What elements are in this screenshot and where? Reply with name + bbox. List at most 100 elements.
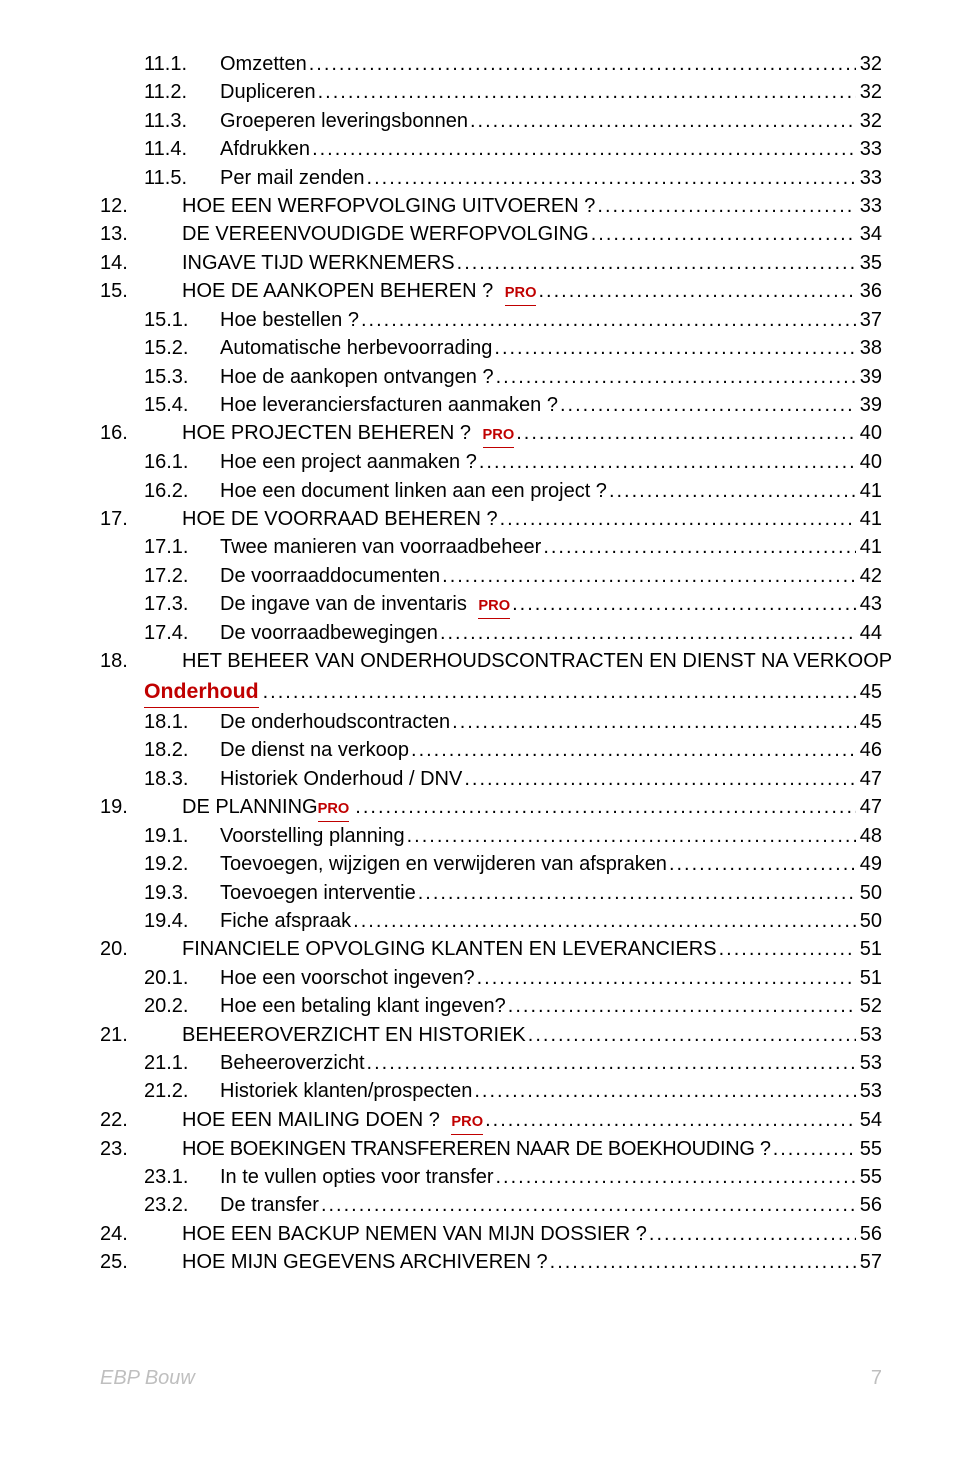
toc-title: INGAVE TIJD WERKNEMERS — [182, 249, 455, 277]
toc-title: De voorraaddocumenten — [220, 562, 440, 590]
toc-title: Hoe een document linken aan een project … — [220, 477, 607, 505]
toc-entry: Onderhoud ..............................… — [100, 676, 882, 708]
dot-leader: ........................................… — [589, 220, 856, 248]
dot-leader: ........................................… — [263, 678, 856, 706]
toc-page-number: 47 — [856, 765, 882, 793]
dot-leader: ........................................… — [307, 50, 856, 78]
toc-entry: 20. FINANCIELE OPVOLGING KLANTEN EN LEVER… — [100, 935, 882, 963]
toc-title: Toevoegen interventie — [220, 879, 416, 907]
toc-title: HOE EEN WERFOPVOLGING UITVOEREN ? — [182, 192, 595, 220]
dot-leader: ........................................… — [351, 907, 856, 935]
dot-leader: ........................................… — [536, 277, 855, 305]
toc-page-number: 36 — [856, 277, 882, 305]
dot-leader: ........................................… — [455, 249, 856, 277]
toc-page-number: 39 — [856, 391, 882, 419]
toc-page-number: 57 — [856, 1248, 882, 1276]
pro-badge-icon: PRO — [318, 799, 350, 822]
toc-entry: 18.1.De onderhoudscontracten............… — [100, 708, 882, 736]
toc-entry: 25.HOE MIJN GEGEVENS ARCHIVEREN ?.......… — [100, 1248, 882, 1276]
toc-number: 16. — [100, 419, 144, 447]
toc-page-number: 33 — [856, 192, 882, 220]
toc-entry: 19.2.Toevoegen, wijzigen en verwijderen … — [100, 850, 882, 878]
toc-number: 15. — [100, 277, 144, 305]
toc-number: 21.2. — [144, 1077, 198, 1105]
toc-entry: 24.HOE EEN BACKUP NEMEN VAN MIJN DOSSIER… — [100, 1220, 882, 1248]
toc-number: 20. — [100, 935, 144, 963]
toc-title: HOE PROJECTEN BEHEREN ? PRO — [182, 419, 514, 448]
dot-leader: ........................................… — [477, 448, 856, 476]
toc-number: 18. — [100, 647, 144, 675]
toc-number: 19.3. — [144, 879, 198, 907]
toc-number: 17.3. — [144, 590, 198, 618]
toc-page-number: 51 — [856, 935, 882, 963]
toc-entry: 13.DE VEREENVOUDIGDE WERFOPVOLGING......… — [100, 220, 882, 248]
toc-number: 21. — [100, 1021, 144, 1049]
toc-title: Historiek klanten/prospecten — [220, 1077, 472, 1105]
toc-page-number: 41 — [856, 477, 882, 505]
toc-entry: 11.3.Groeperen leveringsbonnen..........… — [100, 107, 882, 135]
toc-number: 20.1. — [144, 964, 198, 992]
toc-number: 15.2. — [144, 334, 198, 362]
toc-title: HET BEHEER VAN ONDERHOUDSCONTRACTEN EN D… — [182, 647, 892, 675]
toc-page-number: 46 — [856, 736, 882, 764]
dot-leader: ........................................… — [438, 619, 856, 647]
toc-page-number: 52 — [856, 992, 882, 1020]
dot-leader: ........................................… — [506, 992, 856, 1020]
toc-title: Automatische herbevoorrading — [220, 334, 492, 362]
toc-number: 19. — [100, 793, 144, 821]
toc-entry: 17.3.De ingave van de inventaris PRO....… — [100, 590, 882, 619]
dot-leader: ........................................… — [365, 1049, 856, 1077]
toc-page-number: 55 — [856, 1163, 882, 1191]
toc-number: 12. — [100, 192, 144, 220]
toc-page-number: 39 — [856, 363, 882, 391]
toc-entry: 11.5.Per mail zenden....................… — [100, 164, 882, 192]
toc-title: De ingave van de inventaris PRO — [220, 590, 510, 619]
toc-title: DE PLANNINGPRO — [182, 793, 353, 822]
toc-number: 24. — [100, 1220, 144, 1248]
toc-page-number: 35 — [856, 249, 882, 277]
toc-entry: 17.4.De voorraadbewegingen..............… — [100, 619, 882, 647]
pro-badge-icon: PRO — [478, 596, 510, 619]
toc-title: HOE MIJN GEGEVENS ARCHIVEREN ? — [182, 1248, 548, 1276]
toc-page-number: 54 — [856, 1106, 882, 1134]
toc-page-number: 41 — [856, 533, 882, 561]
dot-leader: ........................................… — [548, 1248, 856, 1276]
toc-page-number: 53 — [856, 1077, 882, 1105]
toc-title: DE VEREENVOUDIGDE WERFOPVOLGING — [182, 220, 589, 248]
dot-leader: ........................................… — [483, 1106, 856, 1134]
toc-page-number: 40 — [856, 448, 882, 476]
toc-page-number: 53 — [856, 1049, 882, 1077]
toc-page-number: 33 — [856, 135, 882, 163]
toc-entry: 20.2.Hoe een betaling klant ingeven?....… — [100, 992, 882, 1020]
toc-entry: 21.1.Beheeroverzicht....................… — [100, 1049, 882, 1077]
toc-entry: 11.4.Afdrukken..........................… — [100, 135, 882, 163]
toc-page-number: 49 — [856, 850, 882, 878]
dot-leader: ........................................… — [450, 708, 856, 736]
toc-page-number: 34 — [856, 220, 882, 248]
toc-number: 17. — [100, 505, 144, 533]
dot-leader: ........................................… — [405, 822, 856, 850]
toc-page-number: 33 — [856, 164, 882, 192]
toc-page-number: 56 — [856, 1191, 882, 1219]
toc-title: De onderhoudscontracten — [220, 708, 450, 736]
toc-title: Toevoegen, wijzigen en verwijderen van a… — [220, 850, 667, 878]
toc-entry: 15.HOE DE AANKOPEN BEHEREN ? PRO........… — [100, 277, 882, 306]
dot-leader: ........................................… — [494, 363, 856, 391]
toc-entry: 17.1.Twee manieren van voorraadbeheer...… — [100, 533, 882, 561]
toc-page-number: 37 — [856, 306, 882, 334]
toc-page-number: 51 — [856, 964, 882, 992]
toc-title: Hoe een project aanmaken ? — [220, 448, 477, 476]
toc-page-number: 56 — [856, 1220, 882, 1248]
toc-title: Afdrukken — [220, 135, 310, 163]
toc-page-number: 45 — [856, 678, 882, 706]
toc-title: FINANCIELE OPVOLGING KLANTEN EN LEVERANC… — [182, 935, 717, 963]
dot-leader: ........................................… — [462, 765, 855, 793]
toc-entry: 19.4.Fiche afspraak.....................… — [100, 907, 882, 935]
onderhoud-badge: Onderhoud — [144, 676, 259, 708]
toc-number: 19.1. — [144, 822, 198, 850]
pro-badge-icon: PRO — [483, 425, 515, 448]
toc-number: 11.5. — [144, 164, 198, 192]
toc-title: HOE EEN MAILING DOEN ? PRO — [182, 1106, 483, 1135]
toc-number: 15.3. — [144, 363, 198, 391]
toc-title: Hoe de aankopen ontvangen ? — [220, 363, 494, 391]
